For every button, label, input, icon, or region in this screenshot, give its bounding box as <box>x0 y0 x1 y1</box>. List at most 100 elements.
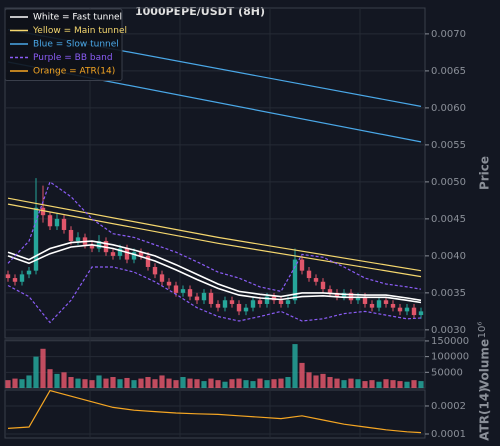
candle-body <box>117 248 123 256</box>
y-tick-label: 100000 <box>431 352 469 363</box>
candle-body <box>369 303 375 308</box>
candle-body <box>376 300 382 308</box>
candle-body <box>5 274 11 279</box>
candle-body <box>292 259 298 301</box>
volume-bar <box>33 356 39 388</box>
legend-label: Yellow = Main tunnel <box>32 26 127 36</box>
candle-body <box>285 300 291 304</box>
volume-bar <box>215 380 221 388</box>
volume-bar <box>194 379 200 388</box>
volume-bar <box>47 369 53 388</box>
volume-bar <box>243 380 249 388</box>
candle-body <box>131 252 137 260</box>
volume-bar <box>404 381 410 388</box>
volume-bar <box>355 379 361 388</box>
volume-bar <box>278 378 284 388</box>
candle-body <box>390 303 396 308</box>
volume-bar <box>173 380 179 388</box>
panel-frame <box>4 7 426 339</box>
candle-body <box>180 289 186 293</box>
tunnel-line <box>7 180 422 293</box>
candle-body <box>397 307 403 312</box>
y-tick-label: 0.0065 <box>431 66 466 77</box>
offset-text: 10⁶ <box>477 322 488 339</box>
y-tick-label: 50000 <box>431 367 463 378</box>
volume-bar <box>131 380 137 388</box>
volume-bar <box>285 377 291 388</box>
candle-body <box>299 259 305 271</box>
volume-bar <box>145 377 151 388</box>
y-tick-label: 0.0040 <box>431 251 466 262</box>
candle-body <box>250 300 256 308</box>
candle-body <box>12 278 18 282</box>
candle-body <box>40 207 46 216</box>
legend-label: Purple = BB band <box>33 53 113 63</box>
volume-bar <box>82 379 88 388</box>
candle-body <box>355 296 361 301</box>
y-axis-label: Volume <box>478 339 492 389</box>
volume-bar <box>313 375 319 388</box>
volume-bar <box>257 378 263 388</box>
chart-title: 1000PEPE/USDT (8H) <box>135 5 265 18</box>
volume-bar <box>96 375 102 388</box>
candle-body <box>89 244 95 249</box>
volume-bar <box>264 380 270 388</box>
legend-label: White = Fast tunnel <box>33 13 122 23</box>
volume-bar <box>12 378 18 388</box>
legend-label: Blue = Slow tunnel <box>33 40 119 50</box>
candle-body <box>243 307 249 312</box>
candle-body <box>124 248 130 260</box>
volume-bar <box>411 380 417 388</box>
tunnel-line <box>7 197 422 272</box>
volume-bar <box>250 381 256 388</box>
volume-bar <box>166 378 172 388</box>
volume-bar <box>418 381 424 388</box>
volume-bar <box>201 381 207 388</box>
candle-body <box>215 303 221 308</box>
volume-bar <box>89 380 95 388</box>
candle-body <box>138 252 144 256</box>
volume-bar <box>369 380 375 388</box>
candle-body <box>278 300 284 304</box>
volume-bar <box>124 377 130 388</box>
volume-bar <box>110 377 116 388</box>
y-tick-label: 0.0001 <box>431 429 466 440</box>
volume-bar <box>299 362 305 388</box>
volume-bar <box>271 379 277 388</box>
volume-bar <box>54 373 60 388</box>
candle-body <box>334 292 340 297</box>
volume-bar <box>327 377 333 388</box>
volume-bar <box>292 344 298 388</box>
candle-body <box>411 307 417 316</box>
candle-body <box>194 296 200 301</box>
candle-body <box>229 300 235 304</box>
legend-box <box>4 8 123 81</box>
volume-bar <box>236 378 242 388</box>
volume-bar <box>180 377 186 388</box>
candle-body <box>418 311 424 316</box>
tunnel-line <box>7 266 422 324</box>
candle-body <box>166 281 172 286</box>
volume-bar <box>19 379 25 388</box>
volume-bar <box>341 380 347 388</box>
candle-body <box>187 289 193 297</box>
y-tick-label: 0.0060 <box>431 103 466 114</box>
candle-body <box>236 303 242 312</box>
y-axis-label: ATR(14) <box>478 387 492 440</box>
tunnel-line <box>7 240 422 302</box>
volume-bar <box>229 379 235 388</box>
candle-body <box>26 270 32 275</box>
volume-bar <box>397 381 403 388</box>
volume-bar <box>26 375 32 388</box>
candle-body <box>222 300 228 308</box>
candle-body <box>96 241 102 249</box>
volume-bar <box>334 378 340 388</box>
atr-line <box>7 389 422 434</box>
panel-frame <box>4 339 426 389</box>
volume-bar <box>187 378 193 388</box>
candle-body <box>173 285 179 293</box>
volume-bar <box>208 378 214 388</box>
y-axis-label: Price <box>478 156 492 190</box>
candle-body <box>54 218 60 227</box>
